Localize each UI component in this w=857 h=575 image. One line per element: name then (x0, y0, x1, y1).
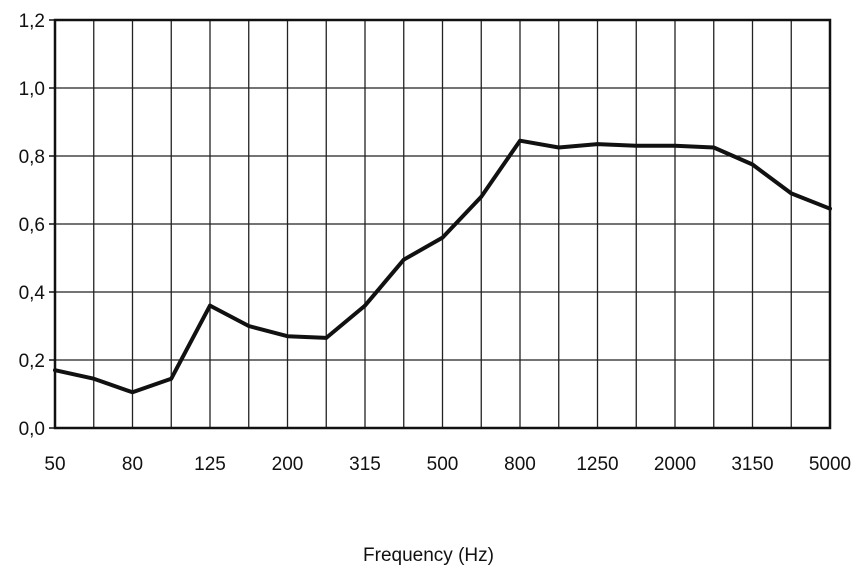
y-tick-label: 0,2 (19, 351, 45, 372)
data-point (479, 195, 484, 199)
data-point (440, 235, 445, 240)
y-tick-label: 0,6 (19, 215, 45, 236)
data-point (518, 138, 522, 143)
data-point (828, 206, 832, 211)
x-axis-ticks: 50 80 125 200 315 500 800 1250 2000 3150 5000 (44, 454, 851, 475)
data-point (673, 144, 677, 148)
data-point (789, 191, 794, 196)
y-tick-label: 0,0 (19, 419, 45, 440)
x-tick-label: 3150 (731, 454, 773, 475)
data-point (324, 336, 329, 340)
x-tick-label: 5000 (809, 454, 851, 475)
data-point (169, 376, 174, 381)
x-tick-label: 125 (194, 454, 226, 475)
data-point (363, 303, 367, 308)
y-axis-ticks: 0,0 0,2 0,4 0,6 0,8 1,0 1,2 (19, 11, 55, 440)
y-tick-label: 1,2 (19, 11, 45, 32)
x-tick-label: 50 (44, 454, 65, 475)
series-group (53, 138, 832, 395)
y-tick-label: 1,0 (19, 79, 45, 100)
x-tick-label: 315 (349, 454, 381, 475)
x-tick-label: 2000 (654, 454, 696, 475)
data-point (91, 376, 96, 381)
data-point (285, 334, 290, 339)
data-point (556, 145, 561, 150)
data-point (246, 324, 251, 328)
x-tick-label: 200 (272, 454, 304, 475)
data-point (634, 144, 639, 148)
data-point (130, 390, 135, 395)
y-tick-label: 0,8 (19, 147, 45, 168)
data-point (711, 145, 716, 150)
data-point (401, 257, 406, 262)
data-point (53, 368, 57, 373)
x-tick-label: 1250 (576, 454, 618, 475)
data-point (750, 162, 755, 167)
data-point (595, 142, 600, 146)
x-tick-label: 800 (504, 454, 536, 475)
data-point (208, 303, 212, 308)
chart-grid (55, 20, 830, 428)
y-tick-label: 0,4 (19, 283, 46, 304)
x-tick-label: 500 (427, 454, 459, 475)
x-tick-label: 80 (122, 454, 143, 475)
x-axis-label: Frequency (Hz) (363, 545, 494, 566)
